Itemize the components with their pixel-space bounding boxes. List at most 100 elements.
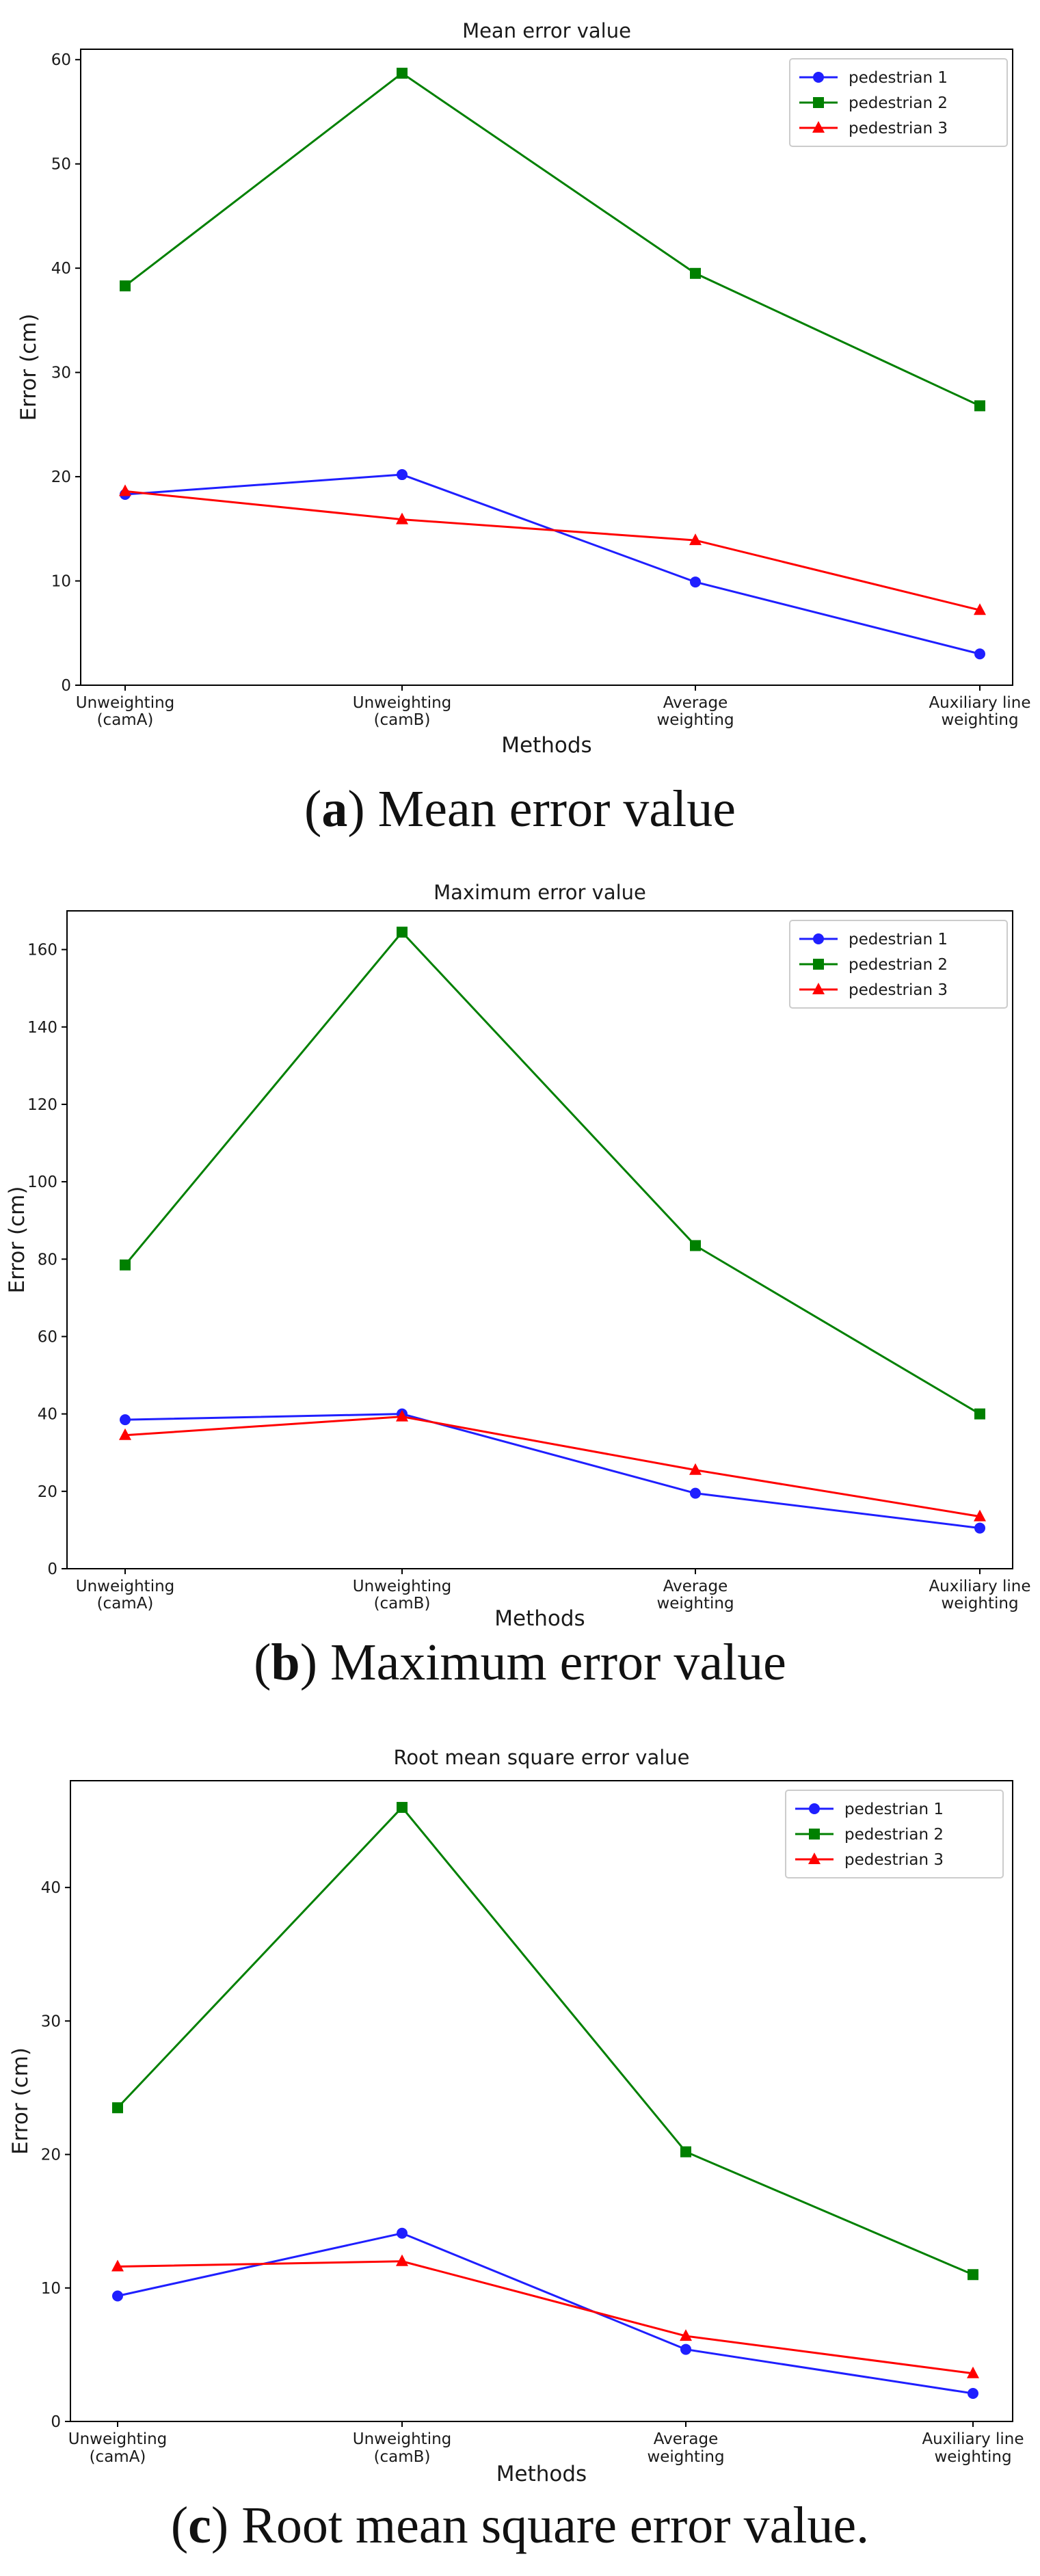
chart-title: Maximum error value — [434, 881, 646, 904]
data-point — [689, 1463, 702, 1475]
series-line — [124, 1413, 981, 1530]
y-tick-label: 60 — [38, 1328, 57, 1346]
plot-frame — [66, 910, 1013, 1569]
y-tick-label: 40 — [51, 260, 71, 278]
legend: pedestrian 1 pedestrian 2 pedestrian 3 — [789, 58, 1008, 147]
data-point — [974, 603, 986, 615]
data-point — [396, 2254, 408, 2266]
legend-marker — [808, 1853, 821, 1864]
data-point — [120, 1259, 131, 1271]
data-point — [112, 2102, 123, 2114]
data-point — [967, 2366, 979, 2378]
data-point — [974, 1509, 986, 1522]
data-point — [397, 927, 408, 938]
data-point — [397, 2227, 408, 2239]
caption-a-text: Mean error value — [364, 780, 736, 838]
data-point — [112, 2290, 123, 2302]
data-point — [397, 1802, 408, 1814]
series-1 — [120, 469, 985, 660]
y-tick-label: 20 — [41, 2147, 61, 2164]
series-line — [117, 2260, 974, 2375]
chart-title: Root mean square error value — [393, 1746, 689, 1769]
x-tick-label: Unweighting (camA) — [76, 694, 175, 729]
chart-panel-a: Mean error value 0 10 20 30 40 50 60 Unweighting… — [0, 0, 1040, 855]
series-2 — [120, 927, 985, 1420]
data-point — [119, 1428, 131, 1440]
y-axis-label: Error (cm) — [8, 2047, 33, 2155]
legend-entry: pedestrian 1 — [844, 1801, 944, 1818]
series-2 — [112, 1802, 978, 2281]
series-3 — [119, 1409, 986, 1522]
legend-box — [789, 58, 1008, 147]
chart-panel-c: Root mean square error value 0 10 20 30 40 Unw… — [0, 1723, 1040, 2576]
caption-b-letter: b — [271, 1634, 300, 1691]
chart-maximum-error: Maximum error value 0 20 40 60 80 100 120 140 160… — [5, 881, 1031, 1631]
x-tick-label: Auxiliary line weighting — [929, 694, 1030, 729]
series-line — [116, 1805, 974, 2276]
x-axis-label: Methods — [496, 2462, 587, 2486]
series-line — [117, 2232, 974, 2395]
series-line — [124, 72, 981, 407]
data-point — [119, 484, 131, 496]
chart-panel-b: Maximum error value 0 20 40 60 80 100 120 140 160… — [0, 862, 1040, 1716]
x-tick-label: Unweighting (camB) — [353, 1578, 452, 1612]
x-axis-label: Methods — [501, 733, 591, 758]
y-tick-label: 40 — [41, 1879, 61, 1897]
x-tick-label: Unweighting (camB) — [353, 2430, 452, 2466]
legend-marker — [812, 121, 825, 133]
data-point — [690, 1487, 701, 1499]
legend-marker — [813, 933, 824, 944]
data-point — [111, 2259, 124, 2272]
caption-b-text: Maximum error value — [317, 1634, 786, 1691]
legend-marker — [813, 72, 824, 83]
data-point — [974, 1408, 985, 1420]
y-tick-label: 140 — [27, 1019, 57, 1037]
data-point — [396, 512, 408, 525]
legend-entry: pedestrian 2 — [844, 1826, 944, 1844]
legend-entry: pedestrian 3 — [849, 981, 948, 999]
legend: pedestrian 1 pedestrian 2 pedestrian 3 — [789, 920, 1008, 1009]
legend-marker — [813, 959, 824, 970]
y-tick-label: 60 — [51, 51, 71, 69]
data-point — [968, 2269, 978, 2281]
y-tick-label: 0 — [61, 677, 71, 695]
y-tick-label: 30 — [41, 2013, 61, 2030]
data-point — [397, 469, 408, 481]
data-point — [974, 648, 985, 660]
x-tick-label: Unweighting (camB) — [353, 694, 452, 729]
x-axis-label: Methods — [494, 1606, 585, 1631]
x-tick-label: Average weighting — [647, 2430, 724, 2466]
series-line — [124, 490, 981, 611]
data-point — [690, 1240, 701, 1251]
y-tick-label: 10 — [51, 573, 71, 591]
data-point — [690, 267, 701, 279]
legend-marker — [809, 1803, 820, 1814]
caption-c: (c) Root mean square error value. — [170, 2497, 870, 2554]
data-point — [974, 400, 985, 412]
legend-box — [785, 1790, 1004, 1878]
data-point — [397, 68, 408, 79]
y-tick-label: 40 — [38, 1406, 57, 1424]
chart-rms-error: Root mean square error value 0 10 20 30 40 Unw… — [8, 1746, 1024, 2486]
data-point — [690, 576, 701, 588]
y-axis-label: Error (cm) — [5, 1186, 29, 1294]
x-tick-label: Average weighting — [656, 694, 734, 729]
y-tick-label: 50 — [51, 156, 71, 174]
plot-frame — [80, 49, 1013, 686]
legend-marker — [813, 97, 824, 108]
y-tick-label: 160 — [27, 942, 57, 959]
y-tick-label: 10 — [41, 2280, 61, 2298]
chart-title: Mean error value — [462, 19, 631, 42]
y-tick-label: 20 — [51, 468, 71, 486]
data-point — [680, 2343, 691, 2355]
series-3 — [119, 484, 986, 615]
caption-a: (a) Mean error value — [304, 780, 736, 838]
y-tick-label: 0 — [51, 2413, 61, 2431]
plot-frame — [70, 1780, 1013, 2422]
y-tick-label: 80 — [38, 1251, 57, 1269]
x-tick-label: Auxiliary line weighting — [929, 1578, 1030, 1612]
y-tick-label: 0 — [47, 1561, 57, 1578]
legend-marker — [812, 983, 825, 994]
data-point — [120, 1414, 131, 1426]
y-tick-label: 30 — [51, 364, 71, 382]
